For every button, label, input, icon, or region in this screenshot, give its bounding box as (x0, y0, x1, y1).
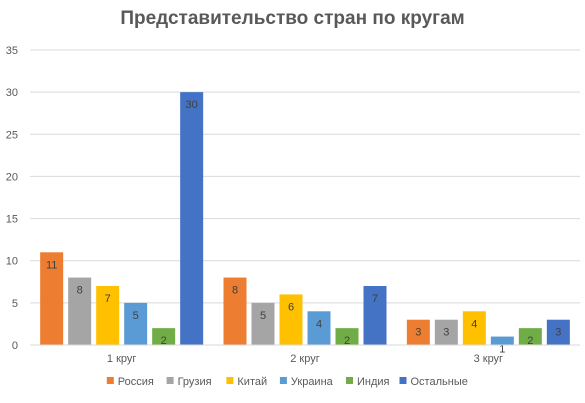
data-label: 2 (161, 335, 167, 347)
bar (307, 311, 331, 345)
y-tick-label: 35 (6, 45, 18, 57)
legend-swatch (279, 377, 287, 384)
bar (124, 302, 148, 345)
legend-swatch (346, 377, 353, 384)
bar (335, 328, 359, 345)
legend-swatch (166, 377, 174, 384)
data-label: 11 (46, 259, 57, 271)
legend-label: Грузия (178, 376, 212, 388)
bar (96, 286, 120, 345)
bar (68, 277, 92, 345)
data-label: 8 (77, 285, 83, 297)
bar (279, 294, 303, 345)
data-label: 8 (232, 285, 238, 297)
bar (152, 328, 176, 345)
y-tick-label: 5 (12, 298, 18, 310)
data-label: 7 (105, 293, 111, 305)
legend-label: Украина (291, 376, 334, 388)
bar (223, 277, 247, 345)
data-label: 4 (471, 318, 477, 330)
legend-label: Остальные (411, 376, 468, 388)
bar (462, 311, 486, 345)
bar (518, 328, 542, 345)
bar (363, 286, 387, 345)
chart-title: Представительство стран по кругам (120, 8, 465, 29)
legend-label: Россия (118, 376, 154, 388)
data-label: 4 (316, 318, 322, 330)
legend-label: Китай (237, 376, 267, 388)
data-label: 30 (186, 99, 198, 111)
y-tick-label: 25 (6, 129, 18, 141)
data-label: 5 (133, 310, 139, 322)
data-label: 6 (288, 301, 294, 313)
y-tick-label: 30 (6, 87, 18, 99)
legend-swatch (226, 377, 234, 384)
x-tick-label: 2 круг (290, 353, 320, 365)
y-tick-label: 0 (12, 340, 18, 352)
bar (406, 319, 430, 345)
bar (490, 336, 514, 345)
data-label: 2 (344, 335, 350, 347)
legend-swatch (106, 377, 114, 384)
bar (40, 252, 64, 345)
data-label: 5 (260, 310, 266, 322)
x-tick-label: 3 круг (474, 353, 504, 365)
x-tick-label: 1 круг (107, 353, 137, 365)
legend-swatch (399, 377, 407, 384)
y-tick-label: 20 (6, 171, 18, 183)
bar (251, 302, 275, 345)
data-label: 3 (443, 327, 449, 339)
data-label: 7 (372, 293, 378, 305)
bar (180, 92, 204, 346)
data-label: 3 (415, 327, 421, 339)
data-label: 3 (555, 327, 561, 339)
bar (546, 319, 570, 345)
y-tick-label: 10 (6, 256, 18, 268)
legend-label: Индия (357, 376, 390, 388)
y-tick-label: 15 (6, 214, 18, 226)
data-label: 2 (527, 335, 533, 347)
bar (434, 319, 458, 345)
data-label: 1 (499, 344, 505, 356)
